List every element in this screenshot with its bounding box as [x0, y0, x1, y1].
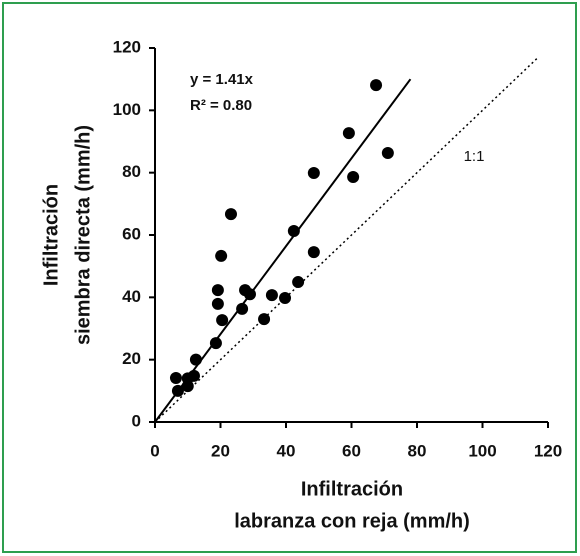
point	[307, 166, 320, 179]
point	[342, 127, 355, 140]
identity-line	[154, 56, 539, 423]
x-tick-label: 100	[468, 441, 496, 460]
point	[287, 224, 300, 237]
point	[169, 372, 182, 385]
point	[211, 284, 224, 297]
point	[381, 147, 394, 160]
point	[189, 353, 202, 366]
point	[236, 302, 249, 315]
point	[211, 297, 224, 310]
point	[224, 208, 237, 221]
x-tick-label: 0	[150, 441, 159, 460]
x-tick-label: 80	[408, 441, 427, 460]
point	[347, 171, 360, 184]
y-axis-title: siembra directa (mm/h)	[72, 125, 94, 345]
x-tick-label: 60	[342, 441, 361, 460]
point	[216, 314, 229, 327]
point	[258, 313, 271, 326]
y-tick-label: 40	[122, 287, 141, 306]
y-tick-label: 0	[132, 411, 141, 430]
point	[215, 249, 228, 262]
equation: y = 1.41x	[190, 71, 254, 88]
y-axis-title: Infiltración	[40, 184, 62, 286]
y-tick-label: 120	[113, 37, 141, 56]
fit-line	[154, 78, 412, 423]
r-squared: R² = 0.80	[190, 97, 252, 114]
x-axis-title: labranza con reja (mm/h)	[234, 510, 470, 532]
y-tick-label: 20	[122, 349, 141, 368]
x-tick-label: 20	[211, 441, 230, 460]
x-tick-label: 120	[534, 441, 562, 460]
x-tick-label: 40	[277, 441, 296, 460]
point	[209, 337, 222, 350]
y-tick-label: 80	[122, 162, 141, 181]
point	[307, 246, 320, 259]
x-axis-title: Infiltración	[301, 478, 403, 500]
y-tick-label: 60	[122, 224, 141, 243]
point	[292, 276, 305, 289]
point	[370, 79, 383, 92]
point	[265, 289, 278, 302]
line-label: 1:1	[464, 148, 485, 165]
y-tick-label: 100	[113, 100, 141, 119]
